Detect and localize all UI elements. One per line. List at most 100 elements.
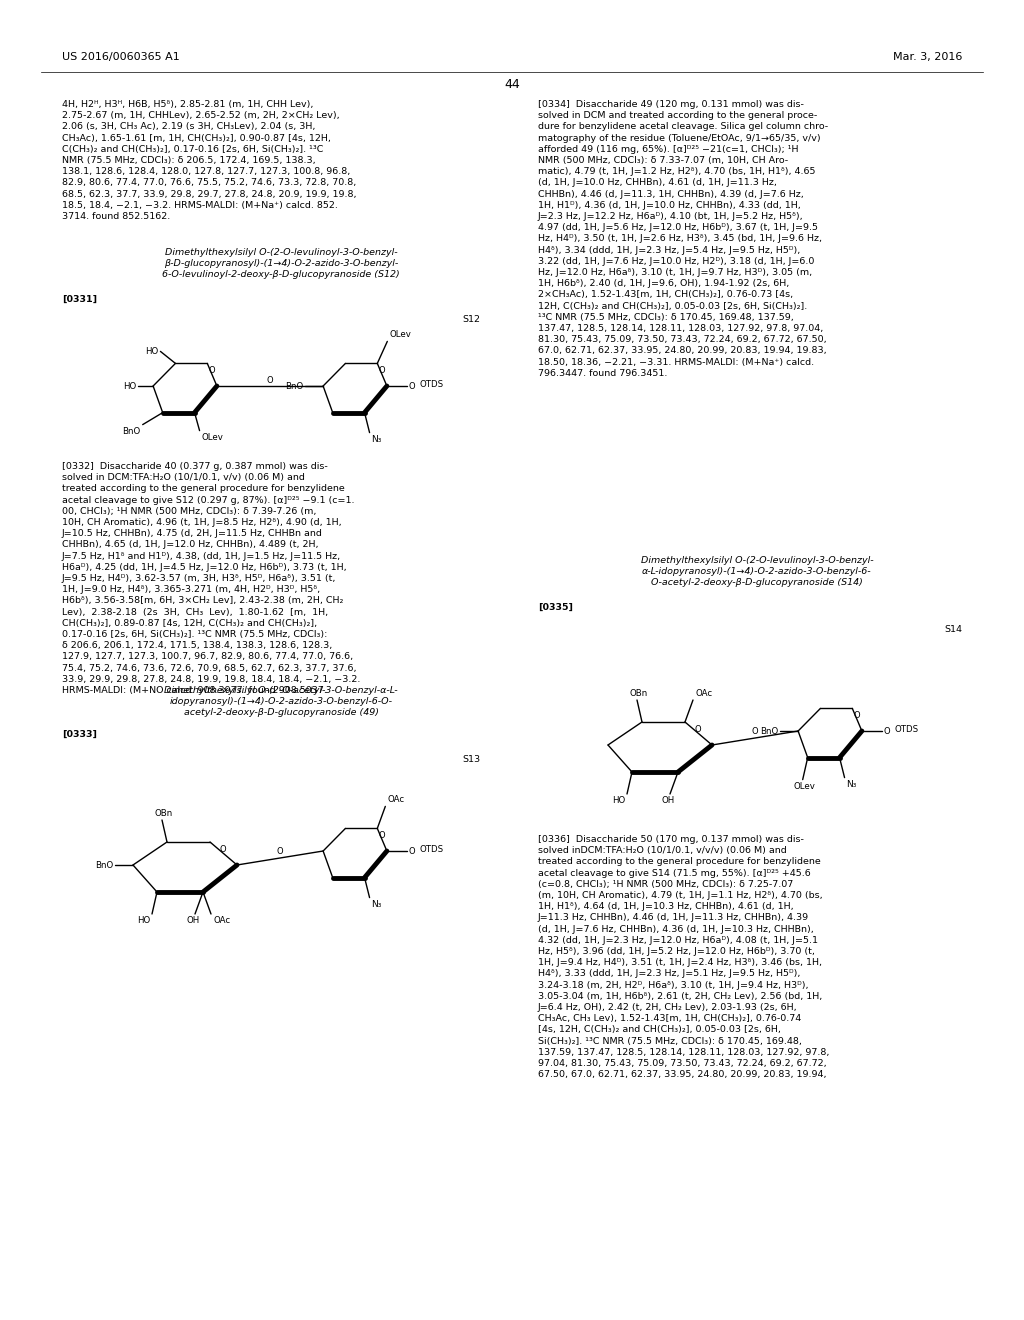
Text: matic), 4.79 (t, 1H, J=1.2 Hz, H2ᵟ), 4.70 (bs, 1H, H1ᵟ), 4.65: matic), 4.79 (t, 1H, J=1.2 Hz, H2ᵟ), 4.7… [538,168,815,176]
Text: 1H, H6bᵟ), 2.40 (d, 1H, J=9.6, OH), 1.94-1.92 (2s, 6H,: 1H, H6bᵟ), 2.40 (d, 1H, J=9.6, OH), 1.94… [538,280,790,288]
Text: 4.97 (dd, 1H, J=5.6 Hz, J=12.0 Hz, H6bᴰ), 3.67 (t, 1H, J=9.5: 4.97 (dd, 1H, J=5.6 Hz, J=12.0 Hz, H6bᴰ)… [538,223,818,232]
Text: J=10.5 Hz, CHHBn), 4.75 (d, 2H, J=11.5 Hz, CHHBn and: J=10.5 Hz, CHHBn), 4.75 (d, 2H, J=11.5 H… [62,529,323,539]
Text: CHHBn), 4.65 (d, 1H, J=12.0 Hz, CHHBn), 4.489 (t, 2H,: CHHBn), 4.65 (d, 1H, J=12.0 Hz, CHHBn), … [62,540,318,549]
Text: US 2016/0060365 A1: US 2016/0060365 A1 [62,51,180,62]
Text: [0332]  Disaccharide 40 (0.377 g, 0.387 mmol) was dis-: [0332] Disaccharide 40 (0.377 g, 0.387 m… [62,462,328,471]
Text: CH₃Ac), 1.65-1.61 [m, 1H, CH(CH₃)₂], 0.90-0.87 [4s, 12H,: CH₃Ac), 1.65-1.61 [m, 1H, CH(CH₃)₂], 0.9… [62,133,331,143]
Text: O: O [409,381,416,391]
Text: BnO: BnO [760,726,778,735]
Text: solved inDCM:TFA:H₂O (10/1/0.1, v/v/v) (0.06 M) and: solved inDCM:TFA:H₂O (10/1/0.1, v/v/v) (… [538,846,786,855]
Text: O: O [379,830,385,840]
Text: N₃: N₃ [847,780,857,788]
Text: 1H, J=9.0 Hz, H4ᵟ), 3.365-3.271 (m, 4H, H2ᴰ, H3ᴰ, H5ᵟ,: 1H, J=9.0 Hz, H4ᵟ), 3.365-3.271 (m, 4H, … [62,585,321,594]
Text: J=2.3 Hz, J=12.2 Hz, H6aᴰ), 4.10 (bt, 1H, J=5.2 Hz, H5ᵟ),: J=2.3 Hz, J=12.2 Hz, H6aᴰ), 4.10 (bt, 1H… [538,213,804,220]
Text: O: O [266,375,273,384]
Text: 3714. found 852.5162.: 3714. found 852.5162. [62,213,170,220]
Text: CH(CH₃)₂], 0.89-0.87 [4s, 12H, C(CH₃)₂ and CH(CH₃)₂],: CH(CH₃)₂], 0.89-0.87 [4s, 12H, C(CH₃)₂ a… [62,619,317,628]
Text: 82.9, 80.6, 77.4, 77.0, 76.6, 75.5, 75.2, 74.6, 73.3, 72.8, 70.8,: 82.9, 80.6, 77.4, 77.0, 76.6, 75.5, 75.2… [62,178,356,187]
Text: 2.06 (s, 3H, CH₃ Ac), 2.19 (s 3H, CH₃Lev), 2.04 (s, 3H,: 2.06 (s, 3H, CH₃ Ac), 2.19 (s 3H, CH₃Lev… [62,123,315,132]
Text: O-acetyl-2-deoxy-β-D-glucopyranoside (S14): O-acetyl-2-deoxy-β-D-glucopyranoside (S1… [651,578,863,587]
Text: H6bᵟ), 3.56-3.58[m, 6H, 3×CH₂ Lev], 2.43-2.38 (m, 2H, CH₂: H6bᵟ), 3.56-3.58[m, 6H, 3×CH₂ Lev], 2.43… [62,597,343,606]
Text: acetal cleavage to give S14 (71.5 mg, 55%). [α]ᴰ²⁵ +45.6: acetal cleavage to give S14 (71.5 mg, 55… [538,869,811,878]
Text: 4.32 (dd, 1H, J=2.3 Hz, J=12.0 Hz, H6aᴰ), 4.08 (t, 1H, J=5.1: 4.32 (dd, 1H, J=2.3 Hz, J=12.0 Hz, H6aᴰ)… [538,936,818,945]
Text: J=9.5 Hz, H4ᴰ), 3.62-3.57 (m, 3H, H3ᵟ, H5ᴰ, H6aᵟ), 3.51 (t,: J=9.5 Hz, H4ᴰ), 3.62-3.57 (m, 3H, H3ᵟ, H… [62,574,336,583]
Text: Dimethylthexylsilyl O-(2-O-acetyl-3-O-benzyl-α-L-: Dimethylthexylsilyl O-(2-O-acetyl-3-O-be… [164,686,397,696]
Text: Hz, H5ᵟ), 3.96 (dd, 1H, J=5.2 Hz, J=12.0 Hz, H6bᴰ), 3.70 (t,: Hz, H5ᵟ), 3.96 (dd, 1H, J=5.2 Hz, J=12.0… [538,946,815,956]
Text: Dimethylthexylsilyl O-(2-O-levulinoyl-3-O-benzyl-: Dimethylthexylsilyl O-(2-O-levulinoyl-3-… [641,556,873,565]
Text: Lev),  2.38-2.18  (2s  3H,  CH₃  Lev),  1.80-1.62  [m,  1H,: Lev), 2.38-2.18 (2s 3H, CH₃ Lev), 1.80-1… [62,607,328,616]
Text: treated according to the general procedure for benzylidene: treated according to the general procedu… [538,858,821,866]
Text: HO: HO [123,381,136,391]
Text: 2×CH₃Ac), 1.52-1.43[m, 1H, CH(CH₃)₂], 0.76-0.73 [4s,: 2×CH₃Ac), 1.52-1.43[m, 1H, CH(CH₃)₂], 0.… [538,290,794,300]
Text: BnO: BnO [123,426,140,436]
Text: 18.50, 18.36, −2.21, −3.31. HRMS-MALDI: (M+Na⁺) calcd.: 18.50, 18.36, −2.21, −3.31. HRMS-MALDI: … [538,358,814,367]
Text: Hz, H4ᴰ), 3.50 (t, 1H, J=2.6 Hz, H3ᵟ), 3.45 (bd, 1H, J=9.6 Hz,: Hz, H4ᴰ), 3.50 (t, 1H, J=2.6 Hz, H3ᵟ), 3… [538,235,822,243]
Text: OAc: OAc [213,916,230,925]
Text: O: O [884,726,891,735]
Text: 44: 44 [504,78,520,91]
Text: OH: OH [662,796,675,805]
Text: 4H, H2ᴴ, H3ᴴ, H6B, H5ᵟ), 2.85-2.81 (m, 1H, CHH Lev),: 4H, H2ᴴ, H3ᴴ, H6B, H5ᵟ), 2.85-2.81 (m, 1… [62,100,313,110]
Text: N₃: N₃ [372,900,382,908]
Text: dure for benzylidene acetal cleavage. Silica gel column chro-: dure for benzylidene acetal cleavage. Si… [538,123,828,132]
Text: OTDS: OTDS [420,845,444,854]
Text: H4ᵟ), 3.33 (ddd, 1H, J=2.3 Hz, J=5.1 Hz, J=9.5 Hz, H5ᴰ),: H4ᵟ), 3.33 (ddd, 1H, J=2.3 Hz, J=5.1 Hz,… [538,969,801,978]
Text: afforded 49 (116 mg, 65%). [α]ᴰ²⁵ −21(c=1, CHCl₃); ¹H: afforded 49 (116 mg, 65%). [α]ᴰ²⁵ −21(c=… [538,145,799,154]
Text: 67.0, 62.71, 62.37, 33.95, 24.80, 20.99, 20.83, 19.94, 19.83,: 67.0, 62.71, 62.37, 33.95, 24.80, 20.99,… [538,346,826,355]
Text: OLev: OLev [794,781,816,791]
Text: H6aᴰ), 4.25 (dd, 1H, J=4.5 Hz, J=12.0 Hz, H6bᴰ), 3.73 (t, 1H,: H6aᴰ), 4.25 (dd, 1H, J=4.5 Hz, J=12.0 Hz… [62,562,347,572]
Text: O: O [854,710,860,719]
Text: CHHBn), 4.46 (d, J=11.3, 1H, CHHBn), 4.39 (d, J=7.6 Hz,: CHHBn), 4.46 (d, J=11.3, 1H, CHHBn), 4.3… [538,190,804,198]
Text: [0336]  Disaccharide 50 (170 mg, 0.137 mmol) was dis-: [0336] Disaccharide 50 (170 mg, 0.137 mm… [538,836,804,843]
Text: (c=0.8, CHCl₃); ¹H NMR (500 MHz, CDCl₃): δ 7.25-7.07: (c=0.8, CHCl₃); ¹H NMR (500 MHz, CDCl₃):… [538,880,794,888]
Text: matography of the residue (Toluene/EtOAc, 9/1→65/35, v/v): matography of the residue (Toluene/EtOAc… [538,133,820,143]
Text: S14: S14 [944,624,962,634]
Text: 796.3447. found 796.3451.: 796.3447. found 796.3451. [538,368,668,378]
Text: O: O [409,846,416,855]
Text: [0334]  Disaccharide 49 (120 mg, 0.131 mmol) was dis-: [0334] Disaccharide 49 (120 mg, 0.131 mm… [538,100,804,110]
Text: ¹³C NMR (75.5 MHz, CDCl₃): δ 170.45, 169.48, 137.59,: ¹³C NMR (75.5 MHz, CDCl₃): δ 170.45, 169… [538,313,794,322]
Text: OH: OH [186,916,200,925]
Text: HO: HO [611,796,625,805]
Text: treated according to the general procedure for benzylidene: treated according to the general procedu… [62,484,345,494]
Text: 1H, J=9.4 Hz, H4ᴰ), 3.51 (t, 1H, J=2.4 Hz, H3ᵟ), 3.46 (bs, 1H,: 1H, J=9.4 Hz, H4ᴰ), 3.51 (t, 1H, J=2.4 H… [538,958,822,968]
Text: idopyranosyl)-(1→4)-O-2-azido-3-O-benzyl-6-O-: idopyranosyl)-(1→4)-O-2-azido-3-O-benzyl… [170,697,392,706]
Text: OTDS: OTDS [895,725,919,734]
Text: β-D-glucopyranosyl)-(1→4)-O-2-azido-3-O-benzyl-: β-D-glucopyranosyl)-(1→4)-O-2-azido-3-O-… [164,259,398,268]
Text: OTDS: OTDS [420,380,444,388]
Text: 75.4, 75.2, 74.6, 73.6, 72.6, 70.9, 68.5, 62.7, 62.3, 37.7, 37.6,: 75.4, 75.2, 74.6, 73.6, 72.6, 70.9, 68.5… [62,664,356,673]
Text: 127.9, 127.7, 127.3, 100.7, 96.7, 82.9, 80.6, 77.4, 77.0, 76.6,: 127.9, 127.7, 127.3, 100.7, 96.7, 82.9, … [62,652,353,661]
Text: 81.30, 75.43, 75.09, 73.50, 73.43, 72.24, 69.2, 67.72, 67.50,: 81.30, 75.43, 75.09, 73.50, 73.43, 72.24… [538,335,826,345]
Text: J=7.5 Hz, H1ᵟ and H1ᴰ), 4.38, (dd, 1H, J=1.5 Hz, J=11.5 Hz,: J=7.5 Hz, H1ᵟ and H1ᴰ), 4.38, (dd, 1H, J… [62,552,341,561]
Text: OLev: OLev [202,433,223,442]
Text: BnO: BnO [285,381,303,391]
Text: C(CH₃)₂ and CH(CH₃)₂], 0.17-0.16 [2s, 6H, Si(CH₃)₂]. ¹³C: C(CH₃)₂ and CH(CH₃)₂], 0.17-0.16 [2s, 6H… [62,145,324,154]
Text: O: O [220,845,226,854]
Text: NMR (500 MHz, CDCl₃): δ 7.33-7.07 (m, 10H, CH Aro-: NMR (500 MHz, CDCl₃): δ 7.33-7.07 (m, 10… [538,156,788,165]
Text: 1H, H1ᵟ), 4.64 (d, 1H, J=10.3 Hz, CHHBn), 4.61 (d, 1H,: 1H, H1ᵟ), 4.64 (d, 1H, J=10.3 Hz, CHHBn)… [538,902,794,911]
Text: 137.59, 137.47, 128.5, 128.14, 128.11, 128.03, 127.92, 97.8,: 137.59, 137.47, 128.5, 128.14, 128.11, 1… [538,1048,829,1057]
Text: 137.47, 128.5, 128.14, 128.11, 128.03, 127.92, 97.8, 97.04,: 137.47, 128.5, 128.14, 128.11, 128.03, 1… [538,323,823,333]
Text: δ 206.6, 206.1, 172.4, 171.5, 138.4, 138.3, 128.6, 128.3,: δ 206.6, 206.1, 172.4, 171.5, 138.4, 138… [62,642,332,651]
Text: (d, 1H, J=7.6 Hz, CHHBn), 4.36 (d, 1H, J=10.3 Hz, CHHBn),: (d, 1H, J=7.6 Hz, CHHBn), 4.36 (d, 1H, J… [538,924,814,933]
Text: O: O [379,366,385,375]
Text: 0.17-0.16 [2s, 6H, Si(CH₃)₂]. ¹³C NMR (75.5 MHz, CDCl₃):: 0.17-0.16 [2s, 6H, Si(CH₃)₂]. ¹³C NMR (7… [62,630,328,639]
Text: [4s, 12H, C(CH₃)₂ and CH(CH₃)₂], 0.05-0.03 [2s, 6H,: [4s, 12H, C(CH₃)₂ and CH(CH₃)₂], 0.05-0.… [538,1026,781,1035]
Text: S12: S12 [462,315,480,323]
Text: 18.5, 18.4, −2.1, −3.2. HRMS-MALDI: (M+Na⁺) calcd. 852.: 18.5, 18.4, −2.1, −3.2. HRMS-MALDI: (M+N… [62,201,338,210]
Text: solved in DCM:TFA:H₂O (10/1/0.1, v/v) (0.06 M) and: solved in DCM:TFA:H₂O (10/1/0.1, v/v) (0… [62,473,305,482]
Text: OBn: OBn [155,809,173,818]
Text: O: O [694,725,701,734]
Text: J=11.3 Hz, CHHBn), 4.46 (d, 1H, J=11.3 Hz, CHHBn), 4.39: J=11.3 Hz, CHHBn), 4.46 (d, 1H, J=11.3 H… [538,913,809,923]
Text: Hz, J=12.0 Hz, H6aᵟ), 3.10 (t, 1H, J=9.7 Hz, H3ᴰ), 3.05 (m,: Hz, J=12.0 Hz, H6aᵟ), 3.10 (t, 1H, J=9.7… [538,268,812,277]
Text: O: O [276,847,284,857]
Text: 3.24-3.18 (m, 2H, H2ᴰ, H6aᵟ), 3.10 (t, 1H, J=9.4 Hz, H3ᴰ),: 3.24-3.18 (m, 2H, H2ᴰ, H6aᵟ), 3.10 (t, 1… [538,981,809,990]
Text: BnO: BnO [95,861,113,870]
Text: 138.1, 128.6, 128.4, 128.0, 127.8, 127.7, 127.3, 100.8, 96.8,: 138.1, 128.6, 128.4, 128.0, 127.8, 127.7… [62,168,350,176]
Text: 3.22 (dd, 1H, J=7.6 Hz, J=10.0 Hz, H2ᴰ), 3.18 (d, 1H, J=6.0: 3.22 (dd, 1H, J=7.6 Hz, J=10.0 Hz, H2ᴰ),… [538,257,814,265]
Text: 3.05-3.04 (m, 1H, H6bᵟ), 2.61 (t, 2H, CH₂ Lev), 2.56 (bd, 1H,: 3.05-3.04 (m, 1H, H6bᵟ), 2.61 (t, 2H, CH… [538,991,822,1001]
Text: 33.9, 29.9, 29.8, 27.8, 24.8, 19.9, 19.8, 18.4, 18.4, −2.1, −3.2.: 33.9, 29.9, 29.8, 27.8, 24.8, 19.9, 19.8… [62,675,360,684]
Text: 10H, CH Aromatic), 4.96 (t, 1H, J=8.5 Hz, H2ᵟ), 4.90 (d, 1H,: 10H, CH Aromatic), 4.96 (t, 1H, J=8.5 Hz… [62,517,342,527]
Text: O: O [752,727,759,737]
Text: acetyl-2-deoxy-β-D-glucopyranoside (49): acetyl-2-deoxy-β-D-glucopyranoside (49) [183,709,379,717]
